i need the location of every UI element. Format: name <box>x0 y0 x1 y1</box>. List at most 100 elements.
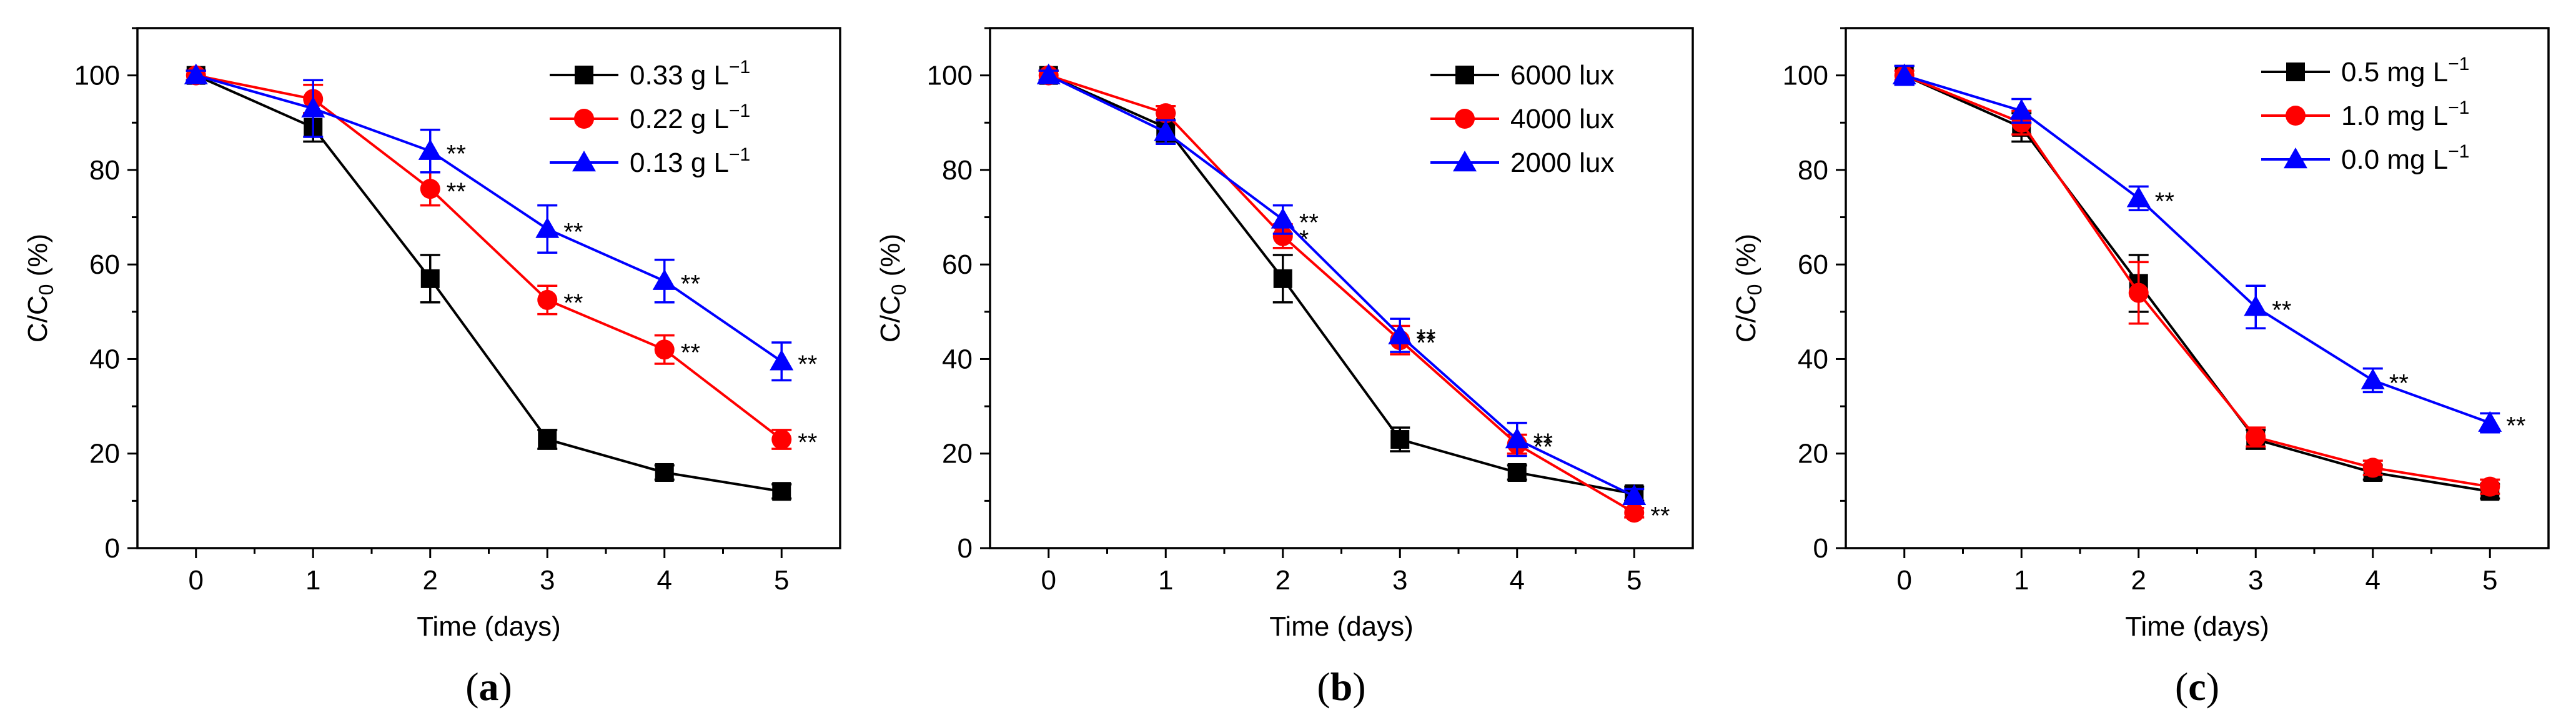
panel-caption-letter: c <box>2188 664 2206 709</box>
data-point <box>535 217 560 238</box>
series-line <box>195 74 782 493</box>
data-point <box>1505 428 1529 449</box>
series-2: ** ** ** ** <box>184 63 817 382</box>
legend-label: 0.0 mg L−1 <box>2341 141 2469 175</box>
y-tick-label: 20 <box>89 439 120 469</box>
y-axis-title-space <box>1731 276 1761 284</box>
legend-marker <box>1455 66 1474 84</box>
legend-label-text: 0.0 mg L <box>2341 144 2448 175</box>
legend-label: 0.33 g L−1 <box>630 57 750 91</box>
legend-marker <box>1455 109 1475 129</box>
data-point <box>652 269 676 290</box>
legend-item: 0.22 g L−1 <box>550 101 750 134</box>
data-point <box>654 339 675 360</box>
x-axis-title: Time (days) <box>1269 611 1414 642</box>
significance-annotation: ** <box>1299 209 1319 236</box>
y-axis-title-unit: (%) <box>1731 234 1761 276</box>
series-2: ** ** ** <box>1036 63 1647 506</box>
y-tick-label: 40 <box>89 344 120 374</box>
data-point <box>1154 120 1178 141</box>
panel-caption: (b) <box>1317 664 1365 709</box>
x-tick-label: 4 <box>657 565 672 596</box>
legend-marker <box>2286 106 2306 126</box>
y-tick-label: 0 <box>1813 533 1828 564</box>
data-point <box>771 429 792 450</box>
significance-annotation: ** <box>798 429 817 456</box>
panel-caption: (a) <box>465 664 512 709</box>
panel-caption-open: ( <box>465 664 478 709</box>
panel-caption-open: ( <box>1317 664 1330 709</box>
legend-label: 2000 lux <box>1510 148 1614 178</box>
data-point <box>2361 368 2385 389</box>
legend-item: 2000 lux <box>1430 148 1614 178</box>
data-point <box>2246 427 2266 448</box>
data-point <box>1036 63 1061 84</box>
x-tick-label: 1 <box>305 565 320 596</box>
y-axis-title: C/C0 (%) <box>875 234 910 342</box>
x-tick-label: 1 <box>2014 565 2029 596</box>
y-tick-label: 60 <box>1798 249 1828 280</box>
series-line <box>1904 74 2490 424</box>
data-point <box>420 269 440 288</box>
series-line <box>1048 74 1635 498</box>
legend-label-superscript: −1 <box>729 144 750 165</box>
legend: 0.5 mg L−11.0 mg L−10.0 mg L−1 <box>2261 54 2469 175</box>
y-axis-title-subscript: 0 <box>35 284 57 296</box>
data-point <box>655 462 674 482</box>
legend-item: 0.0 mg L−1 <box>2261 141 2469 175</box>
data-point <box>2478 411 2502 432</box>
significance-annotation: ** <box>447 178 466 206</box>
legend: 0.33 g L−10.22 g L−10.13 g L−1 <box>550 57 750 178</box>
significance-annotation: ** <box>1533 429 1553 456</box>
legend-item: 0.13 g L−1 <box>550 144 750 178</box>
legend-label-text: 1.0 mg L <box>2341 101 2448 131</box>
y-tick-label: 80 <box>942 155 973 186</box>
panel-caption-close: ) <box>1352 664 1365 709</box>
data-point <box>1622 484 1647 506</box>
legend-marker <box>575 66 593 84</box>
data-point <box>2009 99 2034 120</box>
legend-label-text: 0.33 g L <box>630 60 729 91</box>
panel-caption: (c) <box>2175 664 2219 709</box>
panel-caption-letter: a <box>479 664 499 709</box>
data-point <box>1272 226 1293 246</box>
series-line <box>1048 74 1635 514</box>
y-axis-title: C/C0 (%) <box>22 234 57 342</box>
legend-label-text: 2000 lux <box>1510 148 1614 178</box>
y-tick-label: 40 <box>942 344 973 374</box>
series-1: ******* <box>1038 65 1670 529</box>
legend-label-text: 0.13 g L <box>630 148 729 178</box>
x-axis-title: Time (days) <box>417 611 561 642</box>
data-point <box>301 96 325 118</box>
y-axis-title-subscript: 0 <box>888 284 910 296</box>
legend-marker <box>2284 148 2307 169</box>
x-tick-label: 2 <box>1276 565 1290 596</box>
x-tick-label: 5 <box>1627 565 1642 596</box>
data-point <box>2362 458 2383 478</box>
x-axis-title: Time (days) <box>2125 611 2269 642</box>
legend: 6000 lux 4000 lux 2000 lux <box>1430 60 1614 178</box>
legend-label: 0.22 g L−1 <box>630 101 750 134</box>
y-axis-title-main: C/C <box>1731 295 1761 342</box>
x-tick-label: 5 <box>774 565 789 596</box>
x-tick-label: 1 <box>1158 565 1173 596</box>
y-tick-label: 100 <box>74 61 120 91</box>
legend-marker <box>1453 151 1477 172</box>
data-point <box>1892 63 1916 84</box>
significance-annotation: ** <box>681 339 700 366</box>
data-point <box>770 349 794 371</box>
series-line <box>196 74 783 362</box>
y-tick-label: 60 <box>89 249 120 280</box>
y-axis-title: C/C0 (%) <box>1731 234 1766 342</box>
legend-label: 0.13 g L−1 <box>630 144 750 178</box>
y-tick-label: 100 <box>1783 61 1828 91</box>
legend-label-superscript: −1 <box>2448 141 2469 162</box>
legend-marker <box>574 109 594 129</box>
significance-annotation: ** <box>447 141 466 168</box>
legend-item: 4000 lux <box>1430 104 1614 134</box>
legend-label-text: 0.5 mg L <box>2341 57 2448 88</box>
data-point <box>1624 502 1645 523</box>
data-point <box>420 179 440 199</box>
